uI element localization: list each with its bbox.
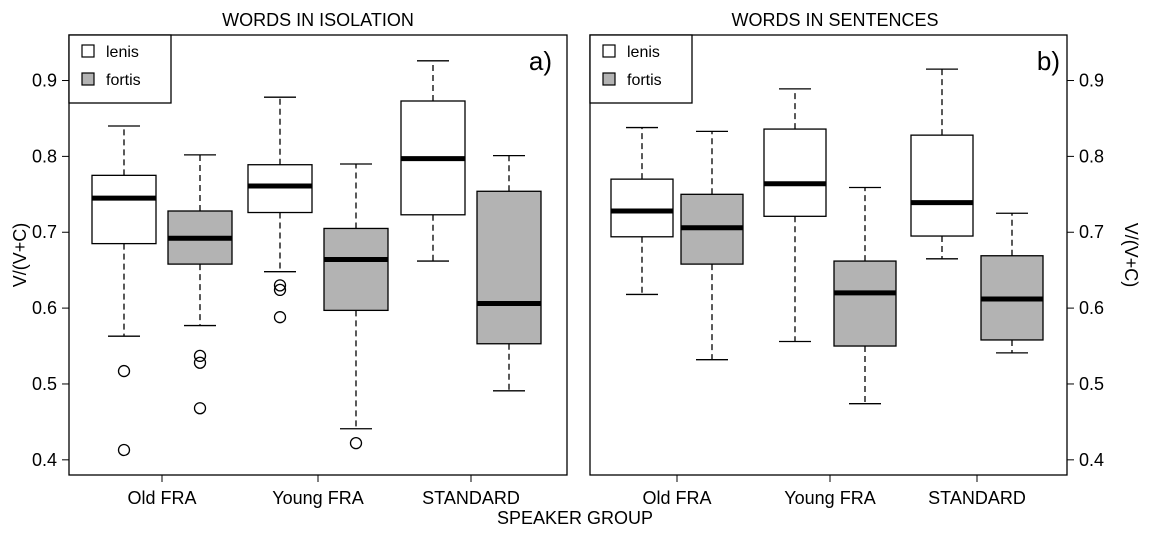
legend-b-fortis-swatch xyxy=(602,72,616,86)
y-axis-title-right: V/(V+C) xyxy=(1121,223,1141,288)
box-lenis-standard xyxy=(400,60,466,262)
iqr-box xyxy=(833,260,897,347)
iqr-box xyxy=(910,134,974,237)
panel-a-x-axis: Old FRA Young FRA STANDARD xyxy=(127,475,520,508)
box-fortis-young-fra xyxy=(833,186,897,405)
panel-b-label: b) xyxy=(1037,46,1060,76)
legend-panel-b: lenis fortis xyxy=(589,34,693,104)
y-tick-label: 0.8 xyxy=(1079,146,1104,166)
y-tick-label: 0.5 xyxy=(1079,374,1104,394)
outlier-point xyxy=(117,364,131,378)
outlier-point xyxy=(349,436,363,450)
x-tick-label: Young FRA xyxy=(784,488,875,508)
legend-a-frame xyxy=(68,34,172,104)
panel-b-x-axis: Old FRA Young FRA STANDARD xyxy=(642,475,1026,508)
panel-b-title: WORDS IN SENTENCES xyxy=(731,10,938,30)
legend-panel-a: lenis fortis xyxy=(68,34,172,104)
x-tick-label: Young FRA xyxy=(272,488,363,508)
x-tick-label: Old FRA xyxy=(642,488,711,508)
y-tick-label: 0.6 xyxy=(32,298,57,318)
legend-b-lenis-label: lenis xyxy=(627,44,660,61)
x-tick-label: Old FRA xyxy=(127,488,196,508)
box-lenis-standard xyxy=(910,68,974,260)
legend-b-lenis-swatch xyxy=(602,44,616,58)
panel-b-marks xyxy=(610,68,1044,405)
outlier-point xyxy=(193,356,207,369)
legend-a-lenis-label: lenis xyxy=(106,44,139,61)
outlier-point xyxy=(193,402,207,415)
box-lenis-old-fra xyxy=(91,125,157,457)
iqr-box xyxy=(763,128,827,217)
panel-words-in-sentences: WORDS IN SENTENCES b) lenis fortis 0.40.… xyxy=(589,10,1141,508)
legend-a-lenis-swatch xyxy=(81,44,95,58)
box-fortis-standard xyxy=(980,212,1044,354)
outlier-point xyxy=(273,279,287,292)
panel-b-frame xyxy=(589,34,1068,476)
x-tick-label: STANDARD xyxy=(928,488,1026,508)
y-tick-label: 0.6 xyxy=(1079,298,1104,318)
iqr-box xyxy=(91,174,157,245)
panel-a-y-axis: 0.4 0.5 0.6 0.7 0.8 0.9 xyxy=(32,71,69,470)
box-lenis-old-fra xyxy=(610,126,674,296)
iqr-box xyxy=(247,164,313,214)
iqr-box xyxy=(476,190,542,345)
box-lenis-young-fra xyxy=(247,96,313,324)
y-tick-label: 0.4 xyxy=(1079,450,1104,470)
legend-a-fortis-label: fortis xyxy=(106,72,141,89)
y-tick-label: 0.8 xyxy=(32,146,57,166)
y-tick-label: 0.9 xyxy=(32,71,57,91)
panel-a-marks xyxy=(91,60,542,457)
panel-a-title: WORDS IN ISOLATION xyxy=(222,10,414,30)
iqr-box xyxy=(323,227,389,312)
y-axis-title-left: V/(V+C) xyxy=(10,223,30,288)
panel-words-in-isolation: WORDS IN ISOLATION a) lenis fortis 0.40.… xyxy=(10,10,568,508)
box-fortis-standard xyxy=(476,154,542,392)
x-tick-label: STANDARD xyxy=(422,488,520,508)
panel-a-label: a) xyxy=(529,46,552,76)
panel-b-y-axis: 0.4 0.5 0.6 0.7 0.8 0.9 xyxy=(1067,71,1104,470)
y-tick-label: 0.5 xyxy=(32,374,57,394)
box-fortis-young-fra xyxy=(323,163,389,450)
box-fortis-old-fra xyxy=(680,130,744,361)
legend-a-fortis-swatch xyxy=(81,72,95,86)
legend-b-fortis-label: fortis xyxy=(627,72,662,89)
box-fortis-old-fra xyxy=(167,154,233,415)
y-tick-label: 0.9 xyxy=(1079,71,1104,91)
outlier-point xyxy=(273,311,287,324)
outlier-point xyxy=(193,349,207,363)
y-tick-label: 0.4 xyxy=(32,450,57,470)
x-axis-title: SPEAKER GROUP xyxy=(497,508,653,528)
outlier-point xyxy=(117,443,131,457)
y-tick-label: 0.7 xyxy=(1079,222,1104,242)
box-lenis-young-fra xyxy=(763,88,827,343)
y-tick-label: 0.7 xyxy=(32,222,57,242)
iqr-box xyxy=(610,178,674,238)
outlier-point xyxy=(273,283,287,297)
